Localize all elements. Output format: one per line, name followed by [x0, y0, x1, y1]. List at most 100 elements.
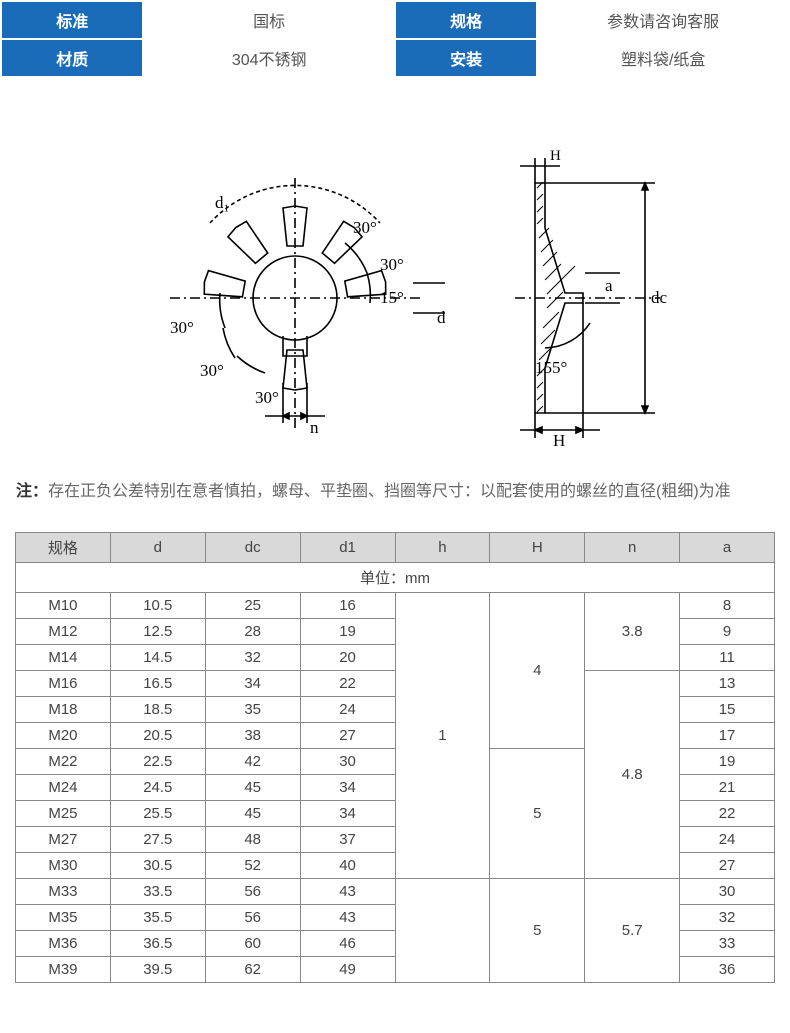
- table-cell: 35: [205, 697, 300, 723]
- table-cell: M22: [16, 749, 111, 775]
- table-cell: 37: [300, 827, 395, 853]
- table-cell: 45: [205, 775, 300, 801]
- table-cell: 32: [205, 645, 300, 671]
- table-cell: M36: [16, 931, 111, 957]
- table-cell: 5.7: [585, 879, 680, 983]
- table-cell: 13: [680, 671, 775, 697]
- table-cell: M14: [16, 645, 111, 671]
- table-cell: 4: [490, 593, 585, 749]
- table-cell: 21: [680, 775, 775, 801]
- spec-value-cell: 参数请咨询客服: [538, 2, 788, 38]
- table-cell: 14.5: [110, 645, 205, 671]
- label-n: n: [310, 418, 319, 437]
- table-cell: 46: [300, 931, 395, 957]
- table-cell: M39: [16, 957, 111, 983]
- table-cell: 15: [680, 697, 775, 723]
- table-cell: 32: [680, 905, 775, 931]
- table-cell: 5: [490, 879, 585, 983]
- table-cell: 36.5: [110, 931, 205, 957]
- table-cell: 20: [300, 645, 395, 671]
- note-block: 注：存在正负公差特别在意者慎拍，螺母、平垫圈、挡圈等尺寸：以配套使用的螺丝的直径…: [0, 468, 790, 532]
- table-cell: 9: [680, 619, 775, 645]
- angle-30-5: 30°: [255, 388, 279, 407]
- table-cell: 19: [300, 619, 395, 645]
- table-cell: 8: [680, 593, 775, 619]
- table-cell: 16.5: [110, 671, 205, 697]
- table-cell: M35: [16, 905, 111, 931]
- table-cell: 24: [300, 697, 395, 723]
- angle-30-2: 30°: [380, 255, 404, 274]
- table-row: M3333.5564355.730: [16, 879, 775, 905]
- table-cell: 20.5: [110, 723, 205, 749]
- note-label: 注：: [16, 483, 48, 500]
- table-cell: 60: [205, 931, 300, 957]
- table-header-cell: d: [110, 533, 205, 563]
- table-header-cell: H: [490, 533, 585, 563]
- table-cell: 25: [205, 593, 300, 619]
- label-a: a: [605, 276, 613, 295]
- table-cell: M33: [16, 879, 111, 905]
- table-cell: 52: [205, 853, 300, 879]
- table-row: M1010.52516143.88: [16, 593, 775, 619]
- table-cell: 19: [680, 749, 775, 775]
- dimension-table: 规格ddcd1hHna 单位：mmM1010.52516143.88M1212.…: [15, 532, 775, 983]
- table-header-cell: dc: [205, 533, 300, 563]
- table-cell: M20: [16, 723, 111, 749]
- table-cell: 45: [205, 801, 300, 827]
- table-cell: M30: [16, 853, 111, 879]
- table-cell: 56: [205, 879, 300, 905]
- table-cell: 34: [205, 671, 300, 697]
- table-cell: 36: [680, 957, 775, 983]
- table-cell: 24.5: [110, 775, 205, 801]
- angle-30-1: 30°: [353, 218, 377, 237]
- label-d1: d₁: [215, 193, 229, 212]
- table-cell: 1: [395, 593, 490, 879]
- angle-30-4: 30°: [200, 361, 224, 380]
- table-cell: 40: [300, 853, 395, 879]
- label-d: d: [437, 308, 446, 327]
- table-cell: 27: [680, 853, 775, 879]
- table-cell: M18: [16, 697, 111, 723]
- angle-155: 155°: [535, 358, 567, 377]
- table-cell: 22: [300, 671, 395, 697]
- table-header-cell: a: [680, 533, 775, 563]
- table-cell: 35.5: [110, 905, 205, 931]
- table-cell: M16: [16, 671, 111, 697]
- spec-summary-table: 标准国标规格参数请咨询客服材质304不锈钢安装塑料袋/纸盒: [0, 0, 790, 78]
- angle-15: 15°: [380, 288, 404, 307]
- label-H-bottom: H: [553, 431, 565, 448]
- table-cell: 16: [300, 593, 395, 619]
- table-cell: 17: [680, 723, 775, 749]
- table-cell: 5: [490, 749, 585, 879]
- table-cell: 27.5: [110, 827, 205, 853]
- angle-30-3: 30°: [170, 318, 194, 337]
- table-cell: 3.8: [585, 593, 680, 671]
- spec-label-cell: 材质: [2, 40, 142, 76]
- table-cell: 33.5: [110, 879, 205, 905]
- table-cell: 4.8: [585, 671, 680, 879]
- table-cell: 43: [300, 879, 395, 905]
- table-cell: 30: [300, 749, 395, 775]
- unit-row: 单位：mm: [16, 563, 775, 593]
- table-cell: M27: [16, 827, 111, 853]
- table-cell: 42: [205, 749, 300, 775]
- table-cell: 27: [300, 723, 395, 749]
- table-cell: 22.5: [110, 749, 205, 775]
- table-cell: 24: [680, 827, 775, 853]
- table-cell: 30: [680, 879, 775, 905]
- table-cell: 18.5: [110, 697, 205, 723]
- spec-label-cell: 规格: [396, 2, 536, 38]
- table-cell: 38: [205, 723, 300, 749]
- spec-value-cell: 国标: [144, 2, 394, 38]
- table-header-cell: d1: [300, 533, 395, 563]
- table-cell: M24: [16, 775, 111, 801]
- table-cell: 11: [680, 645, 775, 671]
- table-cell: M25: [16, 801, 111, 827]
- spec-value-cell: 304不锈钢: [144, 40, 394, 76]
- table-cell: 48: [205, 827, 300, 853]
- table-cell: 49: [300, 957, 395, 983]
- table-cell: 56: [205, 905, 300, 931]
- table-cell: 10.5: [110, 593, 205, 619]
- table-cell: 34: [300, 775, 395, 801]
- table-cell: M10: [16, 593, 111, 619]
